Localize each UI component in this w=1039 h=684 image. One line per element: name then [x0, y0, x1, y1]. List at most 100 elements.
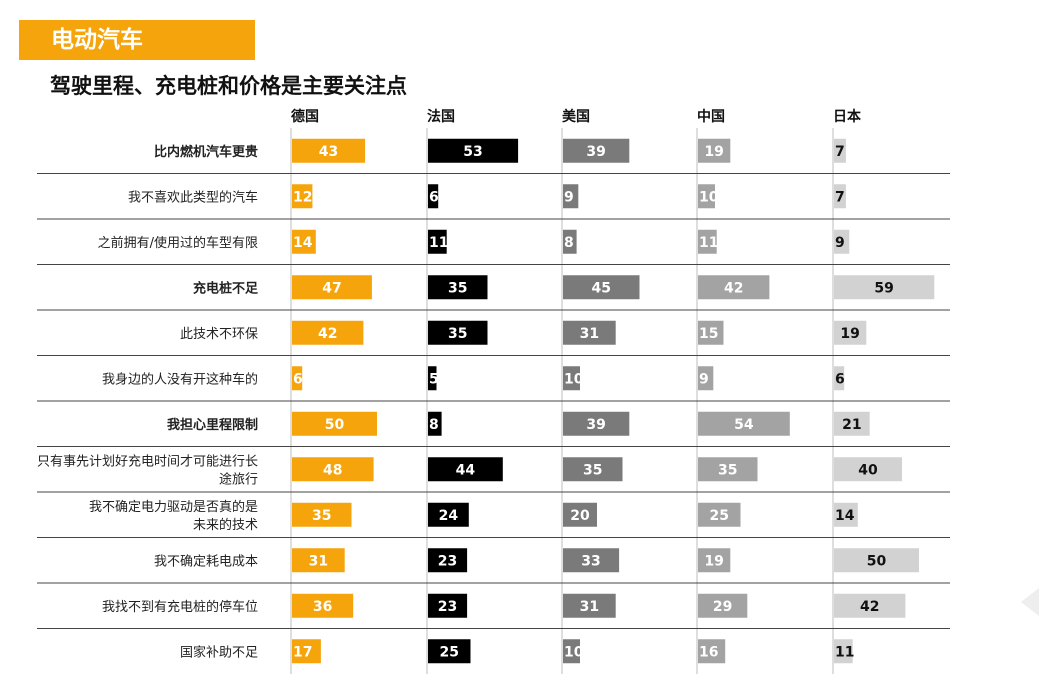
bar [834, 639, 853, 664]
bar [428, 502, 469, 527]
bar-value-label: 6 [429, 189, 439, 205]
bar [292, 457, 374, 482]
bar [292, 502, 352, 527]
bar [292, 593, 354, 618]
bar [563, 229, 577, 254]
bar [834, 457, 902, 482]
bar-value-label: 35 [583, 462, 602, 478]
bar [428, 411, 442, 436]
bar-value-label: 50 [867, 553, 887, 569]
bar-value-label: 23 [438, 599, 457, 615]
bar-value-label: 10 [564, 644, 584, 660]
decorative-triangle [1021, 588, 1039, 616]
bar [563, 502, 597, 527]
bar [292, 320, 364, 345]
bar-value-label: 15 [699, 326, 718, 342]
bar [834, 229, 850, 254]
section-tag: 电动汽车 [19, 20, 255, 60]
bar-value-label: 42 [318, 326, 337, 342]
bar-value-label: 23 [438, 553, 457, 569]
category-label: 只有事先计划好充电时间才可能进行长 [37, 453, 258, 469]
category-label: 之前拥有/使用过的车型有限 [98, 235, 258, 251]
bar-value-label: 29 [713, 599, 732, 615]
bar-value-label: 7 [835, 144, 845, 160]
bar-value-label: 39 [586, 144, 605, 160]
bar [292, 138, 366, 163]
category-label: 充电桩不足 [193, 280, 259, 296]
bar-value-label: 45 [592, 280, 611, 296]
bar [292, 366, 303, 391]
bar [698, 593, 748, 618]
bar [563, 320, 616, 345]
bar [428, 275, 488, 300]
bar-value-label: 5 [429, 371, 439, 387]
bar [428, 457, 503, 482]
bar [834, 320, 867, 345]
category-label: 我找不到有充电桩的停车位 [102, 599, 258, 615]
bar [563, 275, 640, 300]
category-label: 国家补助不足 [180, 644, 258, 660]
category-label: 我不确定耗电成本 [154, 554, 258, 569]
bar-value-label: 10 [699, 189, 719, 205]
bar-value-label: 19 [840, 326, 859, 342]
bar-value-label: 8 [564, 235, 574, 251]
bar-value-label: 11 [835, 644, 854, 660]
bar-value-label: 21 [842, 417, 861, 433]
bar-value-label: 25 [440, 644, 459, 660]
bar-value-label: 19 [704, 553, 723, 569]
bar [834, 366, 845, 391]
bar [834, 548, 919, 573]
bar [292, 639, 321, 664]
bar [428, 184, 439, 209]
bar-value-label: 11 [429, 235, 448, 251]
bar-value-label: 9 [835, 235, 845, 251]
category-label: 我身边的人没有开这种车的 [102, 371, 258, 387]
bar-value-label: 12 [293, 189, 312, 205]
category-label: 此技术不环保 [180, 327, 258, 342]
category-label: 途旅行 [219, 471, 258, 487]
bar [563, 411, 630, 436]
bar [292, 184, 313, 209]
bar [563, 457, 623, 482]
category-label: 未来的技术 [193, 517, 258, 533]
bar [563, 184, 579, 209]
bar-value-label: 6 [293, 371, 303, 387]
bar-value-label: 20 [570, 508, 590, 524]
bar-value-label: 35 [448, 280, 467, 296]
bar [428, 229, 447, 254]
bar [428, 138, 519, 163]
bar-value-label: 48 [323, 462, 342, 478]
bar-value-label: 43 [319, 144, 338, 160]
bar [834, 411, 870, 436]
bar-value-label: 36 [313, 599, 332, 615]
bar [834, 184, 846, 209]
bar-value-label: 19 [704, 144, 723, 160]
bar-value-label: 14 [293, 235, 313, 251]
bar-value-label: 25 [710, 508, 729, 524]
bar-value-label: 59 [874, 280, 893, 296]
bar [698, 184, 715, 209]
bar-value-label: 17 [293, 644, 312, 660]
bar-value-label: 42 [860, 599, 879, 615]
bar [428, 548, 468, 573]
bar [698, 320, 724, 345]
category-label: 我担心里程限制 [167, 417, 258, 433]
bar [698, 502, 741, 527]
bar-value-label: 35 [312, 508, 331, 524]
category-label: 我不喜欢此类型的汽车 [128, 189, 258, 205]
bar-value-label: 35 [448, 326, 467, 342]
bar [292, 275, 372, 300]
bar [834, 275, 935, 300]
bar-value-label: 47 [322, 280, 341, 296]
bar [563, 366, 580, 391]
bar [292, 411, 377, 436]
bar-value-label: 35 [718, 462, 737, 478]
bar-value-label: 54 [734, 417, 754, 433]
bar [834, 593, 906, 618]
bar-value-label: 11 [699, 235, 718, 251]
bar [563, 138, 630, 163]
bar-value-label: 14 [835, 508, 855, 524]
bar-value-label: 24 [439, 508, 459, 524]
bar-value-label: 50 [325, 417, 345, 433]
